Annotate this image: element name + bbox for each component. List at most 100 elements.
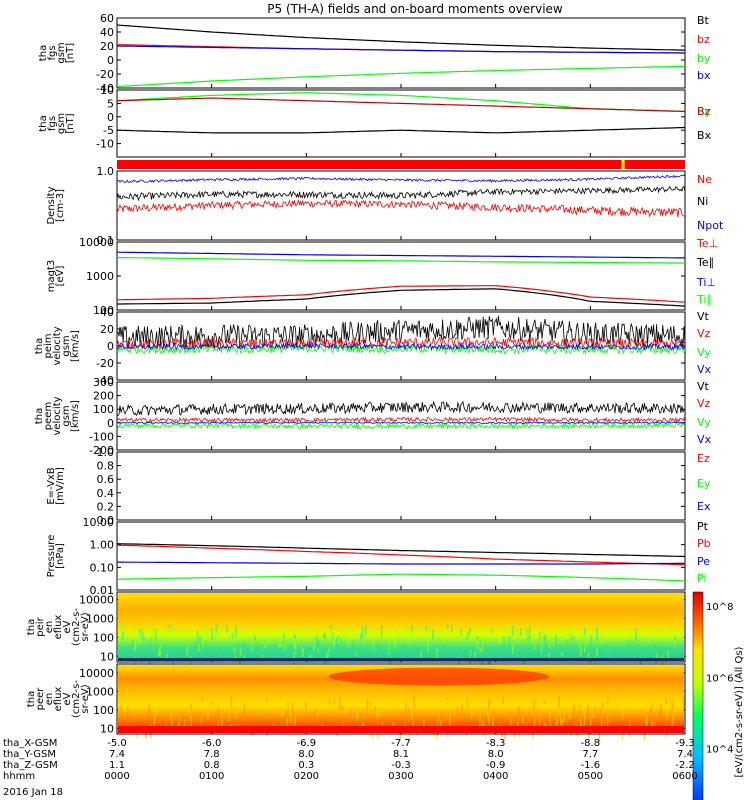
time-row-value: -1.6 xyxy=(581,760,601,771)
spectrogram-streak xyxy=(214,628,216,637)
legend-entry: Vt xyxy=(697,310,710,323)
legend-entry: Pi xyxy=(697,572,706,585)
spectrogram-streak xyxy=(511,716,513,725)
spectrogram-streak xyxy=(346,639,348,647)
time-row-value: 0100 xyxy=(199,771,224,782)
spectrogram-streak xyxy=(330,624,332,629)
spectrogram-streak xyxy=(674,636,676,641)
spectrogram-streak xyxy=(573,646,575,657)
spectrogram-streak xyxy=(479,696,482,705)
spectrogram-streak xyxy=(345,628,348,637)
time-row-label: tha_Z-GSM xyxy=(3,760,58,771)
spectrogram-streak xyxy=(498,640,500,645)
y-tick-label: 5 xyxy=(107,97,114,110)
spectrogram-streak xyxy=(148,697,151,706)
spectrogram-streak xyxy=(250,638,253,652)
spectrogram-streak xyxy=(371,699,373,710)
spectrogram-streak xyxy=(441,711,444,722)
spectrogram-streak xyxy=(294,643,297,654)
y-axis-label-line: Pressure xyxy=(46,535,57,578)
spectrogram-peak xyxy=(328,667,549,686)
spectrogram-streak xyxy=(161,633,163,640)
spectrogram-streak xyxy=(538,718,541,726)
spectrogram-streak xyxy=(432,708,434,715)
time-row-value: -2.2 xyxy=(675,760,695,771)
spectrogram-streak xyxy=(171,625,174,633)
spectrogram-streak xyxy=(508,623,510,633)
spectrogram-streak xyxy=(447,624,449,629)
legend-entry: Vy xyxy=(697,346,711,359)
time-row-value: -0.3 xyxy=(391,760,411,771)
spectrogram-streak xyxy=(244,632,246,641)
y-tick-label: 20 xyxy=(100,40,114,53)
spectrogram-streak xyxy=(474,652,477,662)
legend-entry: Ti⊥ xyxy=(696,276,716,289)
series-line-Bx xyxy=(116,126,686,134)
spectrogram-streak xyxy=(207,712,209,720)
y-tick-label: -40 xyxy=(96,374,114,387)
spectrogram-streak xyxy=(315,635,318,648)
spectrogram-streak xyxy=(352,639,355,650)
spectrogram-streak xyxy=(148,657,151,666)
spectrogram-streak xyxy=(280,638,283,647)
spectrogram-streak xyxy=(635,629,637,642)
spectrogram-streak xyxy=(427,635,429,643)
spectrogram-streak xyxy=(423,719,425,731)
spectrogram-streak xyxy=(305,626,307,633)
spectrogram-streak xyxy=(256,647,258,654)
spectrogram-streak xyxy=(300,698,302,710)
spectrogram-streak xyxy=(589,717,592,726)
spectrogram-streak xyxy=(155,708,157,716)
spectrogram-streak xyxy=(567,646,569,657)
spectrogram-streak xyxy=(566,714,569,725)
legend-entry: by xyxy=(697,52,711,65)
spectrogram-streak xyxy=(510,712,512,722)
spectrogram-streak xyxy=(328,697,331,705)
spectrogram-streak xyxy=(682,696,685,709)
spectrogram-streak xyxy=(545,643,548,648)
spectrogram-gap-band xyxy=(118,658,684,661)
spectrogram-streak xyxy=(278,623,281,630)
spectrogram-streak xyxy=(653,719,656,732)
panel-frame xyxy=(116,170,686,241)
y-axis-label-line: sr-eV) xyxy=(80,612,91,641)
y-axis-label-line: [km/s] xyxy=(70,330,81,362)
spectrogram-streak xyxy=(380,624,383,638)
spectrogram-streak xyxy=(639,656,642,670)
spectrogram-streak xyxy=(330,714,333,722)
spectrogram-streak xyxy=(667,651,669,660)
spectrogram-streak xyxy=(499,639,502,644)
spectrogram-streak xyxy=(350,707,353,711)
spectrogram-streak xyxy=(298,703,301,710)
time-row-value: 8.1 xyxy=(393,749,409,760)
series-line-Vy xyxy=(116,421,686,431)
spectrogram-streak xyxy=(190,704,193,711)
spectrogram-streak xyxy=(487,697,490,710)
spectrogram-streak xyxy=(356,717,359,722)
spectrogram-streak xyxy=(189,697,192,706)
spectrogram-streak xyxy=(139,628,142,638)
y-axis-label-line: sr-eV) xyxy=(80,684,91,713)
spectrogram-streak xyxy=(394,629,396,635)
spectrogram-streak xyxy=(647,632,650,645)
spectrogram-streak xyxy=(242,643,244,656)
spectrogram-streak xyxy=(154,699,156,709)
spectrogram-streak xyxy=(155,628,157,632)
spectrogram-streak xyxy=(583,710,586,723)
spectrogram-streak xyxy=(332,634,335,647)
spectrogram-streak xyxy=(199,636,202,641)
spectrogram-streak xyxy=(490,701,492,705)
legend-entry: Vt xyxy=(697,380,710,393)
spectrogram-streak xyxy=(433,641,436,649)
spectrogram-fill xyxy=(118,593,684,661)
spectrogram-streak xyxy=(493,708,495,717)
spectrogram-streak xyxy=(607,716,609,730)
spectrogram-streak xyxy=(286,718,288,732)
y-tick-label: 1000 xyxy=(86,270,114,283)
spectrogram-streak xyxy=(549,713,552,726)
spectrogram-streak xyxy=(543,720,545,729)
spectrogram-streak xyxy=(436,716,438,726)
spectrogram-streak xyxy=(289,711,292,725)
